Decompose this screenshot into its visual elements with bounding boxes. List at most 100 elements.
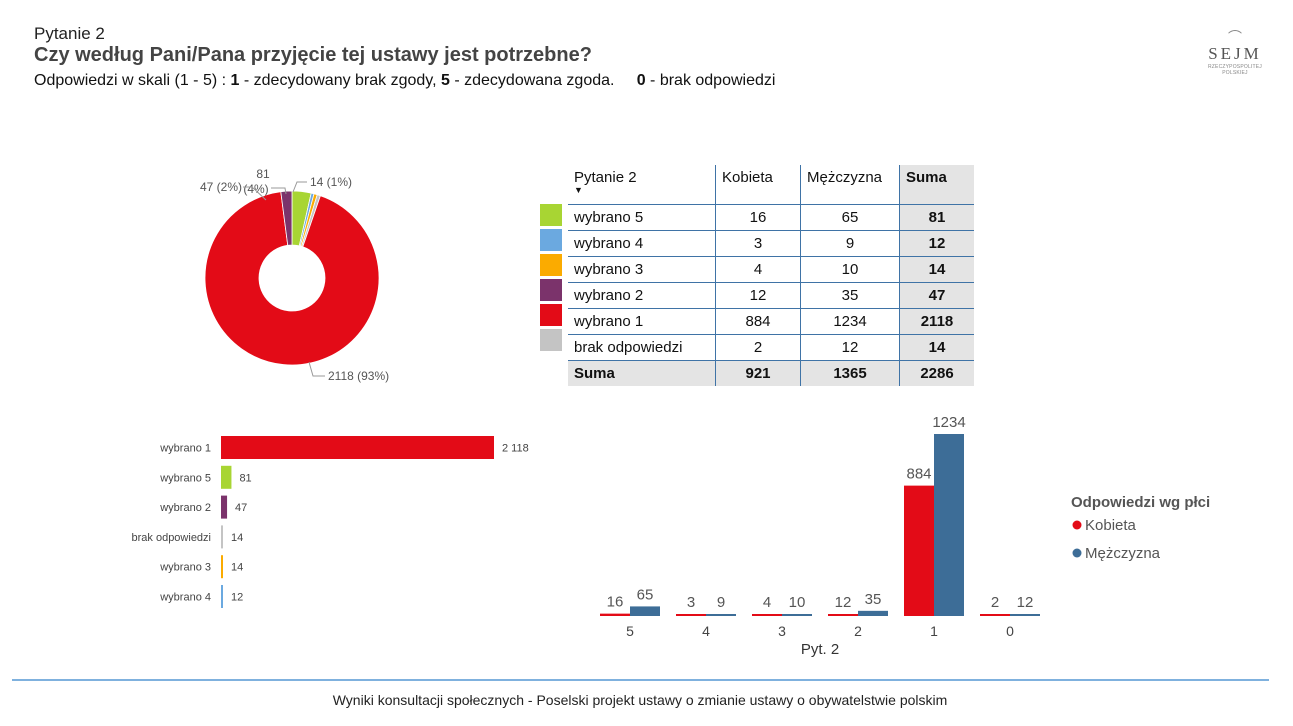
swatch-wybrano-5 xyxy=(540,204,562,226)
row-kobieta: 16 xyxy=(715,204,801,231)
total-suma: 2286 xyxy=(899,360,974,386)
vbar-category-label: 0 xyxy=(1006,623,1014,639)
swatch-wybrano-2 xyxy=(540,279,562,301)
row-label: wybrano 2 xyxy=(568,282,716,309)
horizontal-bar-chart: wybrano 1 2 118 wybrano 5 81 wybrano 2 47 brak… xyxy=(132,436,529,608)
legend-label-kobieta: Kobieta xyxy=(1085,517,1137,534)
hbar-wybrano-1 xyxy=(221,436,494,459)
vbar-value-label: 3 xyxy=(687,594,695,611)
row-mezczyzna: 9 xyxy=(800,230,900,257)
pie-leader-wybrano-3 xyxy=(292,181,307,193)
vbar-kobieta-2 xyxy=(828,614,858,616)
vbar-value-label: 12 xyxy=(835,594,852,611)
vbar-value-label: 1234 xyxy=(932,414,965,431)
row-label: wybrano 4 xyxy=(568,230,716,257)
scale-prefix: Odpowiedzi w skali (1 - 5) : xyxy=(34,72,231,89)
row-kobieta: 884 xyxy=(715,308,801,335)
vbar-value-label: 10 xyxy=(789,594,806,611)
legend-label-mezczyzna: Mężczyzna xyxy=(1085,545,1161,562)
hbar-category-label: brak odpowiedzi xyxy=(132,532,212,544)
pie-chart: 81(4%)47 (2%) 14 (1%) 2118 (93%) xyxy=(200,167,389,383)
vbar-value-label: 884 xyxy=(906,466,931,483)
total-kobieta: 921 xyxy=(715,360,801,386)
swatch-wybrano-1 xyxy=(540,304,562,326)
hbar-category-label: wybrano 4 xyxy=(159,592,211,604)
row-label: wybrano 1 xyxy=(568,308,716,335)
pie-leader-wybrano-5 xyxy=(271,187,287,195)
swatch-brak-odpowiedzi xyxy=(540,329,562,351)
hbar-brak-odpowiedzi xyxy=(221,525,223,549)
total-label: Suma xyxy=(568,360,716,386)
vbar-kobieta-1 xyxy=(904,485,934,616)
scale-five: 5 xyxy=(441,72,450,89)
vbar-category-label: 1 xyxy=(930,623,938,639)
vbar-mezczyzna-5 xyxy=(630,606,660,616)
scale-one-text: - zdecydowany brak zgody, xyxy=(239,72,441,89)
hbar-value-label: 14 xyxy=(231,562,243,574)
pie-label-wybrano-2: 47 (2%) xyxy=(200,180,242,194)
table-row: wybrano 1 884 1234 2118 xyxy=(568,308,974,335)
vbar-mezczyzna-3 xyxy=(782,614,812,616)
row-mezczyzna: 12 xyxy=(800,334,900,361)
logo-subtitle: RZECZYPOSPOLITEJ POLSKIEJ xyxy=(1207,64,1263,76)
vbar-category-label: 5 xyxy=(626,623,634,639)
hbar-value-label: 2 118 xyxy=(502,443,529,455)
vbar-kobieta-4 xyxy=(676,614,706,616)
row-mezczyzna: 35 xyxy=(800,282,900,309)
table-total-row: Suma 921 1365 2286 xyxy=(568,360,974,386)
vbar-axis-title: Pyt. 2 xyxy=(801,641,839,658)
hbar-category-label: wybrano 1 xyxy=(159,443,211,455)
pie-label-wybrano-3: 14 (1%) xyxy=(310,175,352,189)
table-row: wybrano 5 16 65 81 xyxy=(568,204,974,231)
question-title: Czy według Pani/Pana przyjęcie tej ustaw… xyxy=(34,44,592,66)
question-label: Pytanie 2 xyxy=(34,24,105,43)
table-row: wybrano 4 3 9 12 xyxy=(568,230,974,257)
vbar-value-label: 4 xyxy=(763,594,771,611)
hbar-category-label: wybrano 2 xyxy=(159,502,211,514)
header-pytanie[interactable]: Pytanie 2 ▼ xyxy=(568,165,716,205)
sejm-logo: ⌒ SEJM RZECZYPOSPOLITEJ POLSKIEJ xyxy=(1200,30,1270,86)
row-suma: 14 xyxy=(899,334,974,361)
total-mezczyzna: 1365 xyxy=(800,360,900,386)
sort-down-icon[interactable]: ▼ xyxy=(574,185,583,195)
row-kobieta: 2 xyxy=(715,334,801,361)
table-header-row: Pytanie 2 ▼ Kobieta Mężczyzna Suma xyxy=(568,165,974,205)
pie-leader-wybrano-1 xyxy=(308,361,325,377)
vbar-category-label: 3 xyxy=(778,623,786,639)
vbar-category-label: 2 xyxy=(854,623,862,639)
vbar-kobieta-3 xyxy=(752,614,782,616)
pie-label-wybrano-5-value: 81 xyxy=(256,167,270,181)
hbar-wybrano-2 xyxy=(221,495,228,519)
logo-word: SEJM xyxy=(1208,44,1262,63)
vbar-mezczyzna-2 xyxy=(858,610,888,616)
summary-table: Pytanie 2 ▼ Kobieta Mężczyzna Suma wybran… xyxy=(568,165,974,386)
swatch-wybrano-3 xyxy=(540,254,562,276)
pie-leader-wybrano-2 xyxy=(243,186,267,201)
pie-slice-wybrano-2 xyxy=(280,190,293,246)
hbar-wybrano-3 xyxy=(221,555,223,579)
header-kobieta: Kobieta xyxy=(715,165,801,205)
scale-description: Odpowiedzi w skali (1 - 5) : 1 - zdecydo… xyxy=(34,72,775,90)
vbar-kobieta-0 xyxy=(980,614,1010,616)
vbar-mezczyzna-1 xyxy=(934,434,964,616)
row-label: brak odpowiedzi xyxy=(568,334,716,361)
scale-one: 1 xyxy=(230,72,240,89)
vbar-mezczyzna-0 xyxy=(1010,614,1040,616)
scale-zero: 0 xyxy=(636,72,646,89)
vbar-value-label: 16 xyxy=(607,594,624,611)
scale-zero-text: - brak odpowiedzi xyxy=(645,72,776,89)
row-mezczyzna: 1234 xyxy=(800,308,900,335)
table-row: wybrano 3 4 10 14 xyxy=(568,256,974,283)
dome-icon: ⌒ xyxy=(1228,29,1242,45)
legend-dot-mezczyzna xyxy=(1072,548,1082,558)
legend-title: Odpowiedzi wg płci xyxy=(1071,494,1210,511)
footer-text: Wyniki konsultacji społecznych - Poselsk… xyxy=(332,692,948,708)
footer-divider xyxy=(12,679,1269,681)
hbar-wybrano-4 xyxy=(221,585,223,608)
table-row: wybrano 2 12 35 47 xyxy=(568,282,974,309)
header-pytanie-label: Pytanie 2 xyxy=(574,169,637,186)
legend-dot-kobieta xyxy=(1072,520,1082,530)
row-suma: 12 xyxy=(899,230,974,257)
hbar-value-label: 14 xyxy=(231,532,243,544)
